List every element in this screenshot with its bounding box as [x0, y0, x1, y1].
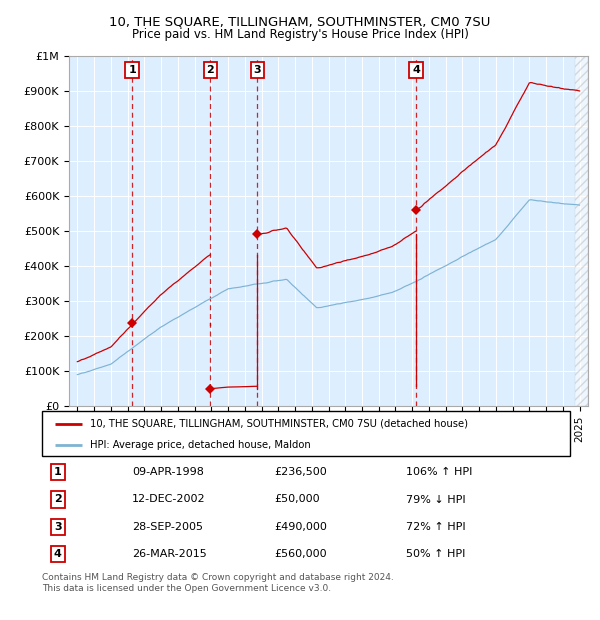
Text: 10, THE SQUARE, TILLINGHAM, SOUTHMINSTER, CM0 7SU (detached house): 10, THE SQUARE, TILLINGHAM, SOUTHMINSTER…	[89, 418, 467, 428]
Text: 3: 3	[54, 521, 62, 531]
Text: 106% ↑ HPI: 106% ↑ HPI	[406, 467, 473, 477]
Text: 4: 4	[54, 549, 62, 559]
Text: 09-APR-1998: 09-APR-1998	[132, 467, 203, 477]
Text: 50% ↑ HPI: 50% ↑ HPI	[406, 549, 466, 559]
Text: 79% ↓ HPI: 79% ↓ HPI	[406, 495, 466, 505]
Text: 2: 2	[206, 65, 214, 75]
Text: £490,000: £490,000	[274, 521, 327, 531]
Text: 4: 4	[412, 65, 420, 75]
Text: HPI: Average price, detached house, Maldon: HPI: Average price, detached house, Mald…	[89, 440, 310, 450]
Text: 3: 3	[253, 65, 261, 75]
Text: £236,500: £236,500	[274, 467, 327, 477]
Text: Contains HM Land Registry data © Crown copyright and database right 2024.
This d: Contains HM Land Registry data © Crown c…	[42, 574, 394, 593]
Text: 28-SEP-2005: 28-SEP-2005	[132, 521, 203, 531]
Text: 10, THE SQUARE, TILLINGHAM, SOUTHMINSTER, CM0 7SU: 10, THE SQUARE, TILLINGHAM, SOUTHMINSTER…	[109, 16, 491, 29]
Text: £560,000: £560,000	[274, 549, 327, 559]
Text: Price paid vs. HM Land Registry's House Price Index (HPI): Price paid vs. HM Land Registry's House …	[131, 28, 469, 41]
Text: 72% ↑ HPI: 72% ↑ HPI	[406, 521, 466, 531]
Text: 2: 2	[54, 495, 62, 505]
Text: 1: 1	[54, 467, 62, 477]
Text: 1: 1	[128, 65, 136, 75]
Text: 26-MAR-2015: 26-MAR-2015	[132, 549, 206, 559]
Text: 12-DEC-2002: 12-DEC-2002	[132, 495, 205, 505]
Text: £50,000: £50,000	[274, 495, 320, 505]
